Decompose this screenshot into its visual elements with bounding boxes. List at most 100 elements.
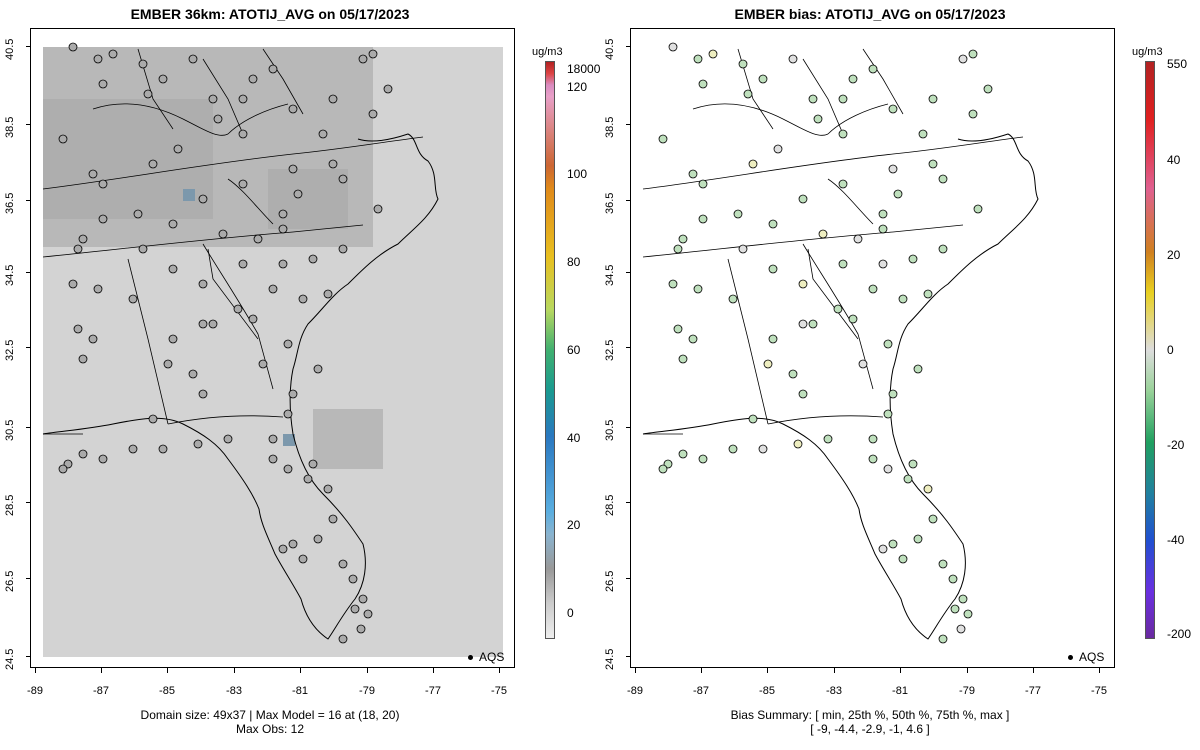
aqs-station-marker <box>348 574 358 584</box>
y-tick-mark <box>26 502 30 503</box>
x-tick-mark <box>1099 668 1100 673</box>
bias-panel: EMBER bias: ATOTIJ_AVG on 05/17/2023 AQS… <box>600 0 1200 750</box>
aqs-station-marker <box>898 554 908 564</box>
aqs-station-marker <box>888 539 898 549</box>
state-border <box>202 58 244 135</box>
aqs-station-marker <box>258 359 268 369</box>
x-tick-mark <box>701 668 702 673</box>
aqs-station-marker <box>278 224 288 234</box>
aqs-station-marker <box>278 209 288 219</box>
aqs-station-marker <box>968 49 978 59</box>
aqs-station-marker <box>668 42 678 52</box>
aqs-station-marker <box>878 209 888 219</box>
bias-legend-key: AQS <box>1068 650 1104 664</box>
aqs-station-marker <box>958 594 968 604</box>
model-colorbar <box>545 61 555 639</box>
aqs-station-marker <box>923 484 933 494</box>
aqs-station-marker <box>158 74 168 84</box>
x-tick-mark <box>834 668 835 673</box>
y-tick-label: 38.5 <box>604 116 616 138</box>
aqs-station-marker <box>138 244 148 254</box>
aqs-station-marker <box>678 449 688 459</box>
model-colorbar-units: ug/m3 <box>532 46 563 58</box>
state-border <box>42 224 364 258</box>
aqs-station-marker <box>278 259 288 269</box>
aqs-station-marker <box>853 234 863 244</box>
x-tick-mark <box>767 668 768 673</box>
aqs-station-marker <box>328 159 338 169</box>
aqs-station-marker <box>318 129 328 139</box>
aqs-station-marker <box>68 42 78 52</box>
aqs-station-marker <box>868 434 878 444</box>
aqs-station-marker <box>268 434 278 444</box>
aqs-station-marker <box>883 409 893 419</box>
aqs-station-marker <box>293 189 303 199</box>
aqs-station-marker <box>363 609 373 619</box>
state-border <box>802 58 844 135</box>
aqs-station-marker <box>373 204 383 214</box>
aqs-station-marker <box>938 244 948 254</box>
aqs-station-marker <box>768 334 778 344</box>
aqs-station-marker <box>328 94 338 104</box>
y-tick-mark <box>626 656 630 657</box>
aqs-station-marker <box>848 314 858 324</box>
aqs-station-marker <box>673 324 683 334</box>
coastline <box>42 133 439 640</box>
aqs-station-marker <box>813 114 823 124</box>
bias-colorbar <box>1145 61 1155 639</box>
state-border <box>167 415 284 425</box>
aqs-station-marker <box>368 49 378 59</box>
y-tick-label: 38.5 <box>4 116 16 138</box>
aqs-station-marker <box>838 94 848 104</box>
x-tick-mark <box>1033 668 1034 673</box>
y-tick-label: 24.5 <box>4 648 16 670</box>
aqs-station-marker <box>368 109 378 119</box>
x-tick-mark <box>967 668 968 673</box>
aqs-station-marker <box>98 454 108 464</box>
colorbar-tick-label: 550 <box>1167 57 1188 71</box>
aqs-station-marker <box>748 159 758 169</box>
aqs-station-marker <box>808 94 818 104</box>
x-tick-mark <box>167 668 168 673</box>
y-tick-label: 28.5 <box>4 494 16 516</box>
aqs-station-marker <box>928 514 938 524</box>
bias-footer-line1: Bias Summary: [ min, 25th %, 50th %, 75t… <box>730 708 1010 722</box>
aqs-station-marker <box>950 604 960 614</box>
aqs-station-marker <box>323 289 333 299</box>
aqs-station-marker <box>138 59 148 69</box>
aqs-station-marker <box>908 254 918 264</box>
state-border <box>227 103 289 135</box>
aqs-station-marker <box>878 544 888 554</box>
aqs-station-marker <box>223 434 233 444</box>
aqs-station-marker <box>328 514 338 524</box>
aqs-station-marker <box>743 89 753 99</box>
y-tick-label: 24.5 <box>604 648 616 670</box>
bias-legend-label: AQS <box>1079 650 1105 664</box>
aqs-station-marker <box>208 94 218 104</box>
x-tick-label: -83 <box>226 685 242 697</box>
aqs-station-marker <box>338 174 348 184</box>
y-tick-mark <box>626 46 630 47</box>
aqs-station-marker <box>198 319 208 329</box>
aqs-station-marker <box>168 334 178 344</box>
aqs-station-marker <box>303 474 313 484</box>
y-tick-label: 30.5 <box>604 419 616 441</box>
state-border <box>862 48 904 115</box>
y-tick-mark <box>626 502 630 503</box>
aqs-station-marker <box>188 369 198 379</box>
aqs-station-marker <box>308 459 318 469</box>
aqs-station-marker <box>958 54 968 64</box>
aqs-station-marker <box>313 534 323 544</box>
aqs-station-marker <box>833 304 843 314</box>
aqs-station-marker <box>158 444 168 454</box>
aqs-station-marker <box>893 189 903 199</box>
y-tick-label: 36.5 <box>4 192 16 214</box>
aqs-station-marker <box>148 159 158 169</box>
model-map-frame <box>30 28 515 668</box>
aqs-station-marker <box>288 164 298 174</box>
x-tick-label: -89 <box>27 685 43 697</box>
aqs-station-marker <box>298 554 308 564</box>
aqs-station-marker <box>768 264 778 274</box>
aqs-station-marker <box>668 279 678 289</box>
aqs-station-marker <box>278 544 288 554</box>
